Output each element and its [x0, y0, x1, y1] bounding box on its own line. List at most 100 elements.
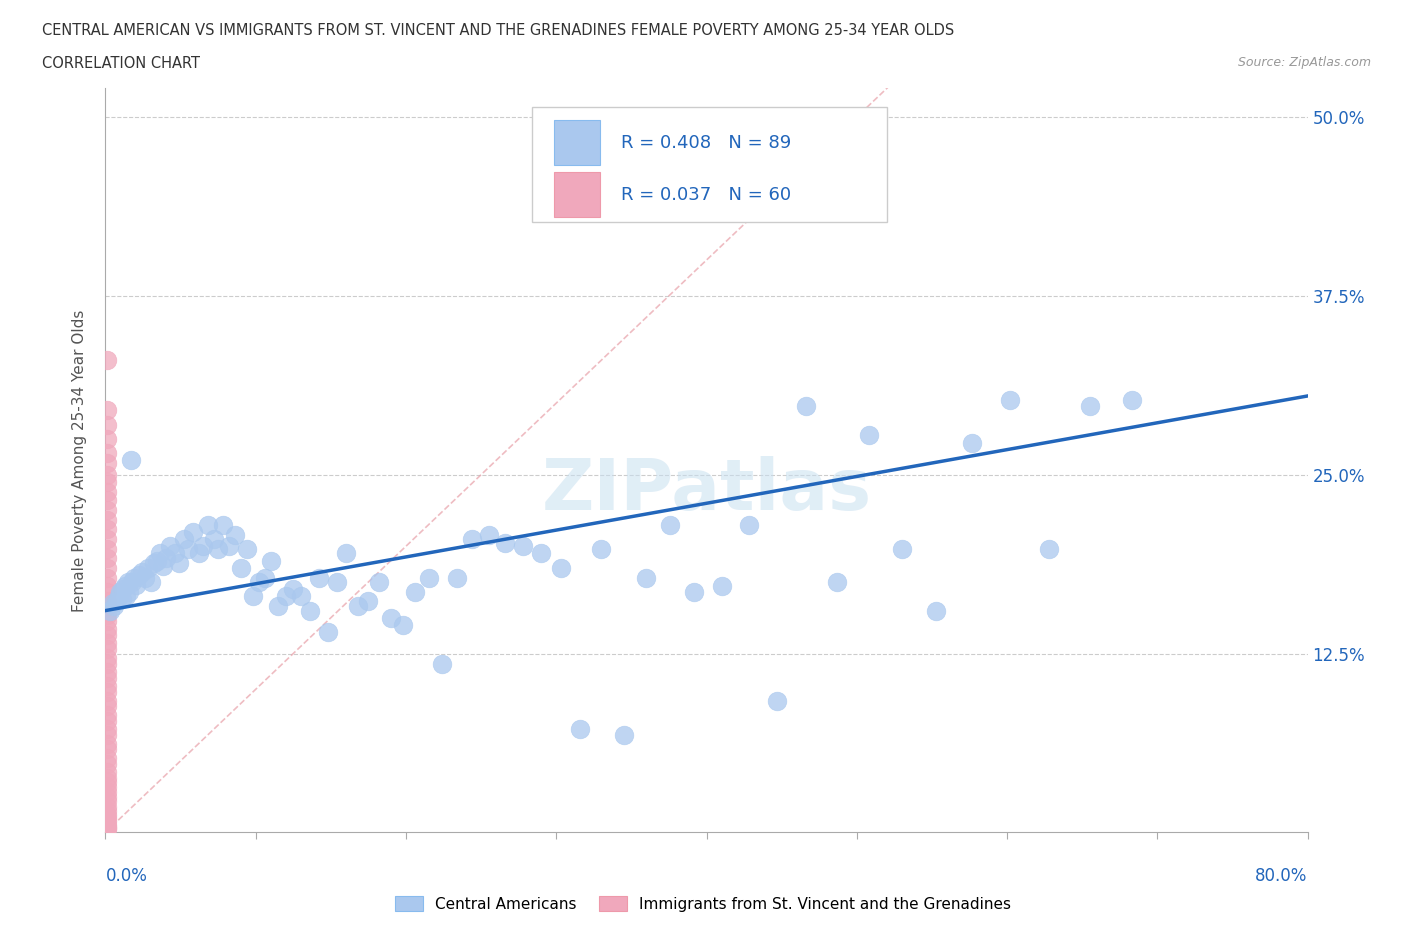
Point — [114, 578, 136, 593]
Point — [96, 684, 118, 699]
Point — [290, 589, 312, 604]
Point — [478, 527, 501, 542]
Point — [96, 779, 118, 794]
Point — [96, 513, 118, 528]
Point — [122, 570, 145, 585]
Point — [347, 599, 370, 614]
Legend: Central Americans, Immigrants from St. Vincent and the Grenadines: Central Americans, Immigrants from St. V… — [389, 889, 1017, 918]
Point — [591, 541, 613, 556]
Point — [380, 610, 402, 625]
Point — [108, 589, 131, 604]
Point — [613, 727, 636, 742]
Point — [98, 604, 121, 618]
Point — [794, 399, 817, 414]
Point — [96, 817, 118, 832]
Point — [260, 553, 283, 568]
Point — [131, 565, 153, 579]
Point — [253, 570, 276, 585]
Point — [224, 527, 246, 542]
Point — [155, 551, 177, 565]
Point — [120, 453, 142, 468]
Point — [148, 546, 170, 561]
Point — [96, 493, 118, 508]
Point — [96, 804, 118, 818]
Point — [159, 538, 181, 553]
Point — [242, 589, 264, 604]
FancyBboxPatch shape — [533, 107, 887, 222]
Point — [229, 560, 252, 575]
Point — [96, 814, 118, 829]
Point — [96, 456, 118, 471]
Point — [96, 793, 118, 808]
Point — [96, 811, 118, 826]
Point — [139, 575, 162, 590]
Point — [430, 656, 453, 671]
Point — [316, 625, 339, 640]
Point — [96, 541, 118, 556]
Point — [96, 403, 118, 418]
Point — [96, 656, 118, 671]
Point — [96, 790, 118, 804]
Point — [274, 589, 297, 604]
Point — [96, 485, 118, 499]
Point — [890, 541, 912, 556]
Point — [103, 599, 125, 614]
Point — [96, 551, 118, 565]
Point — [96, 607, 118, 622]
Point — [110, 585, 132, 600]
Point — [1121, 392, 1143, 407]
Point — [96, 820, 118, 835]
Point — [145, 553, 167, 568]
Point — [202, 532, 225, 547]
Point — [111, 591, 134, 606]
Point — [998, 392, 1021, 407]
Point — [96, 708, 118, 723]
Text: CENTRAL AMERICAN VS IMMIGRANTS FROM ST. VINCENT AND THE GRENADINES FEMALE POVERT: CENTRAL AMERICAN VS IMMIGRANTS FROM ST. … — [42, 23, 955, 38]
Bar — [554, 120, 599, 165]
Point — [96, 819, 118, 834]
Point — [112, 581, 135, 596]
Text: CORRELATION CHART: CORRELATION CHART — [42, 56, 200, 71]
Point — [737, 517, 759, 532]
Text: ZIPatlas: ZIPatlas — [541, 456, 872, 525]
Text: Source: ZipAtlas.com: Source: ZipAtlas.com — [1237, 56, 1371, 69]
Point — [96, 650, 118, 665]
Point — [124, 578, 146, 592]
Y-axis label: Female Poverty Among 25-34 Year Olds: Female Poverty Among 25-34 Year Olds — [72, 309, 87, 612]
Point — [96, 636, 118, 651]
Point — [96, 808, 118, 823]
Point — [207, 541, 229, 556]
Point — [335, 546, 357, 561]
Point — [191, 538, 214, 553]
Point — [96, 570, 118, 585]
Point — [636, 570, 658, 585]
Point — [107, 593, 129, 608]
Point — [96, 822, 118, 837]
Point — [96, 785, 118, 800]
Point — [530, 546, 553, 561]
Point — [96, 560, 118, 575]
Point — [825, 575, 848, 590]
Point — [404, 585, 426, 600]
Point — [121, 575, 143, 590]
Point — [710, 578, 733, 593]
Point — [550, 560, 572, 575]
Point — [858, 427, 880, 442]
Point — [152, 559, 174, 574]
Point — [96, 751, 118, 765]
Point — [96, 799, 118, 814]
Point — [418, 570, 440, 585]
Point — [96, 585, 118, 600]
Point — [96, 756, 118, 771]
Point — [96, 445, 118, 460]
Point — [136, 560, 159, 575]
Point — [96, 503, 118, 518]
Point — [96, 418, 118, 432]
Point — [357, 593, 380, 608]
Point — [96, 522, 118, 537]
Point — [96, 642, 118, 657]
Text: 0.0%: 0.0% — [105, 867, 148, 884]
Point — [308, 570, 330, 585]
Point — [96, 628, 118, 643]
Point — [461, 532, 484, 547]
